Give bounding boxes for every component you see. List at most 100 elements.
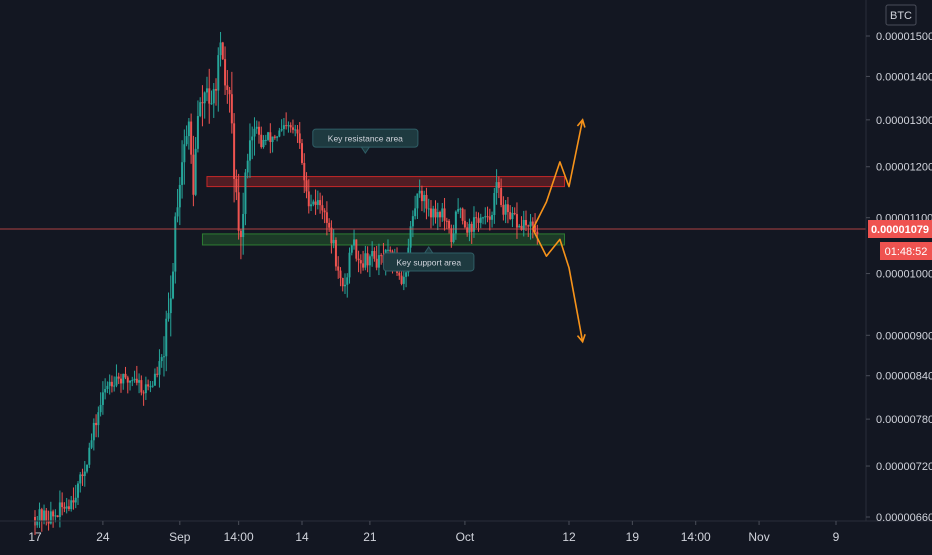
candle-body [432,208,435,218]
candle-body [529,221,532,227]
last-price-tag-label: 0.00001079 [871,224,929,236]
candle [472,206,475,238]
x-tick-label: 14 [295,530,309,544]
candle [215,78,218,106]
candle-body [267,132,270,140]
candle [269,123,272,154]
candle [285,112,288,130]
candle-body [307,191,310,207]
candle-body [511,213,514,220]
candle [224,46,227,95]
callout-pointer [423,246,434,254]
candle-body [339,270,342,279]
candle [135,365,138,386]
candle-body [176,207,179,217]
candle [513,207,516,216]
candle-body [212,89,215,104]
candle [67,499,70,512]
candle [54,509,57,523]
candle-body [414,208,417,217]
candle [160,354,163,368]
candle [131,376,134,387]
candle-body [482,217,485,219]
candle-body [402,276,405,284]
candle-body [36,520,39,526]
candle-body [237,192,240,231]
candle-body [135,378,138,383]
candle [432,205,435,226]
candle [307,179,310,214]
candle [219,31,222,67]
candle-body [468,223,471,233]
candle-body [49,511,52,524]
candle-body [165,318,168,357]
candle [500,178,503,208]
candle [72,487,75,510]
candle [183,129,186,185]
candle [341,277,344,292]
candle [452,224,455,244]
candle-body [74,497,77,503]
candle [441,202,444,222]
candle [312,199,315,207]
candle [536,224,539,245]
candle-body [477,218,480,223]
candle-body [301,143,303,163]
candle-body [45,510,48,522]
candle [319,192,322,214]
candle [95,414,98,438]
currency-badge-label: BTC [890,10,912,22]
candle-body [147,384,150,387]
candle-body [65,506,68,509]
candle-body [160,357,163,362]
candle-body [273,136,276,138]
candle [436,202,439,231]
candle [353,229,356,250]
candle [61,492,64,516]
candle [278,127,281,138]
candle-body [522,220,525,230]
candle-body [156,373,159,375]
candle-body [355,239,358,259]
price-tags: 0.00001079 01:48:52 [868,220,932,261]
candle-body [72,500,75,503]
candle [230,71,233,134]
candle-body [289,125,292,128]
y-tick-label: 0.00001300 [876,115,932,127]
candle [457,198,460,214]
candle [199,97,202,118]
candle [251,126,254,160]
candle [248,123,251,178]
candle [138,373,141,394]
candle-body [357,258,360,261]
candle-body [185,136,188,145]
currency-badge[interactable]: BTC [885,4,917,26]
candle-body [353,239,356,246]
candle [217,47,220,112]
candle-body [362,263,365,268]
candle [305,172,308,199]
projections-layer [532,118,586,344]
candle-body [418,190,421,194]
candle-body [525,220,528,226]
candle [427,198,430,217]
candle [463,209,466,229]
candle-body [303,162,306,181]
candle [101,381,104,415]
candle-body [366,253,369,266]
candle-body [325,212,328,223]
candle [359,254,362,274]
candle-body [194,148,197,195]
candle [244,169,247,226]
candle [495,169,498,205]
candle-body [260,134,263,148]
last-price-tag [868,220,932,239]
candle-body [253,128,256,137]
candle [147,379,150,391]
candle-body [104,389,107,393]
candle [253,117,256,156]
candle-body [502,204,505,215]
